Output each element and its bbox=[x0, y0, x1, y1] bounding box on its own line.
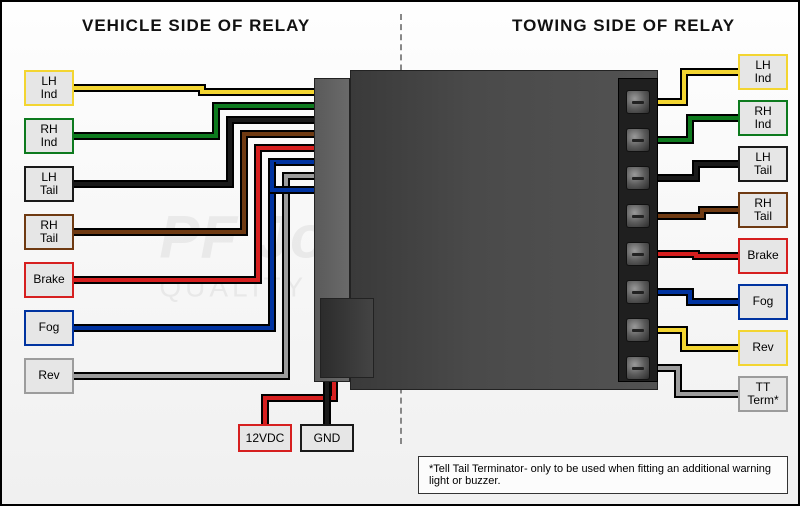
terminal-rev bbox=[626, 318, 650, 342]
terminal-rh-ind bbox=[626, 128, 650, 152]
label-vehicle-lh-ind: LHInd bbox=[24, 70, 74, 106]
label-vehicle-lh-tail: LHTail bbox=[24, 166, 74, 202]
terminal-tt-term bbox=[626, 356, 650, 380]
label-towing-lh-ind: LHInd bbox=[738, 54, 788, 90]
label-towing-rh-tail: RHTail bbox=[738, 192, 788, 228]
label-towing-rev: Rev bbox=[738, 330, 788, 366]
relay-inner-connector bbox=[320, 298, 374, 378]
footnote-text: *Tell Tail Terminator- only to be used w… bbox=[418, 456, 788, 494]
terminal-brake bbox=[626, 242, 650, 266]
relay-main-body bbox=[350, 70, 658, 390]
label-towing-brake: Brake bbox=[738, 238, 788, 274]
terminal-lh-ind bbox=[626, 90, 650, 114]
power-12vdc: 12VDC bbox=[238, 424, 292, 452]
label-towing-tt-term: TTTerm* bbox=[738, 376, 788, 412]
diagram-frame: PF Jones QUALITY · SERVICE · VALUE VEHIC… bbox=[0, 0, 800, 506]
label-towing-rh-ind: RHInd bbox=[738, 100, 788, 136]
label-vehicle-fog: Fog bbox=[24, 310, 74, 346]
label-vehicle-rh-ind: RHInd bbox=[24, 118, 74, 154]
label-vehicle-rev: Rev bbox=[24, 358, 74, 394]
terminal-fog bbox=[626, 280, 650, 304]
label-vehicle-brake: Brake bbox=[24, 262, 74, 298]
label-towing-fog: Fog bbox=[738, 284, 788, 320]
terminal-rh-tail bbox=[626, 204, 650, 228]
power-gnd: GND bbox=[300, 424, 354, 452]
label-towing-lh-tail: LHTail bbox=[738, 146, 788, 182]
label-vehicle-rh-tail: RHTail bbox=[24, 214, 74, 250]
terminal-lh-tail bbox=[626, 166, 650, 190]
